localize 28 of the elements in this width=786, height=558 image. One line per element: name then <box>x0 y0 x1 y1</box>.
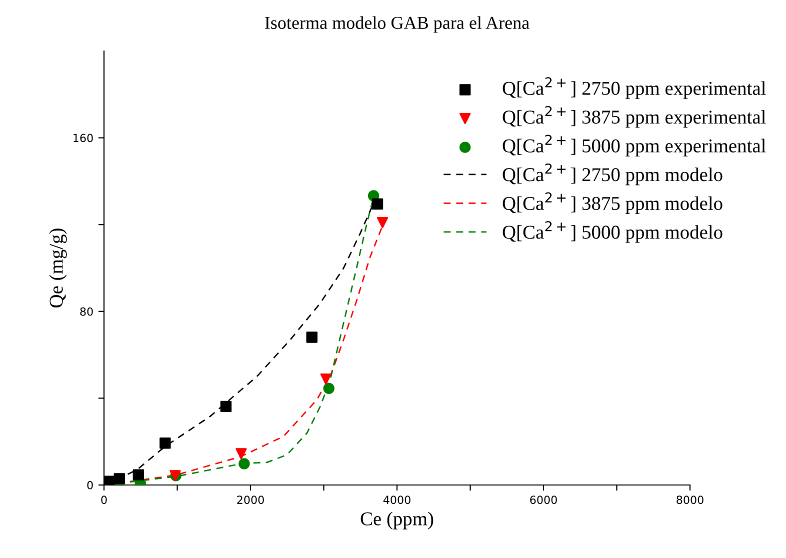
legend-label: Q[Ca$^{2+}$] 5000 ppm experimental <box>502 134 766 156</box>
point <box>238 458 250 470</box>
x-tick-label: 4000 <box>383 496 410 504</box>
legend-label: Q[Ca$^{2+}$] 2750 ppm modelo <box>502 164 722 186</box>
legend-label: Q[Ca$^{2+}$] 3875 ppm experimental <box>502 106 766 128</box>
x-tick-label: 8000 <box>676 496 704 504</box>
point <box>220 400 232 412</box>
chart-title: Isoterma modelo GAB para el Arena <box>265 16 530 33</box>
point <box>132 469 144 480</box>
point <box>306 332 318 343</box>
point <box>320 374 332 385</box>
x-axis-title: Ce (ppm) <box>360 512 434 530</box>
point <box>236 448 247 460</box>
x-tick-label: 0 <box>101 496 107 504</box>
legend-label: Q[Ca$^{2+}$] 5000 ppm modelo <box>502 221 722 243</box>
legend-label: Q[Ca$^{2+}$] 2750 ppm experimental <box>502 77 766 99</box>
y-tick-label: 0 <box>87 480 93 490</box>
point <box>372 198 384 210</box>
x-tick-label: 2000 <box>237 496 264 504</box>
x-tick-label: 6000 <box>530 496 557 504</box>
y-tick-label: 160 <box>74 134 93 142</box>
y-tick-label: 80 <box>80 307 93 316</box>
y-axis-title: Qe (mg/g) <box>49 228 67 308</box>
point <box>160 438 171 449</box>
point <box>104 476 115 485</box>
point <box>376 217 388 228</box>
point <box>323 382 334 394</box>
legend-label: Q[Ca$^{2+}$] 3875 ppm modelo <box>502 192 722 214</box>
